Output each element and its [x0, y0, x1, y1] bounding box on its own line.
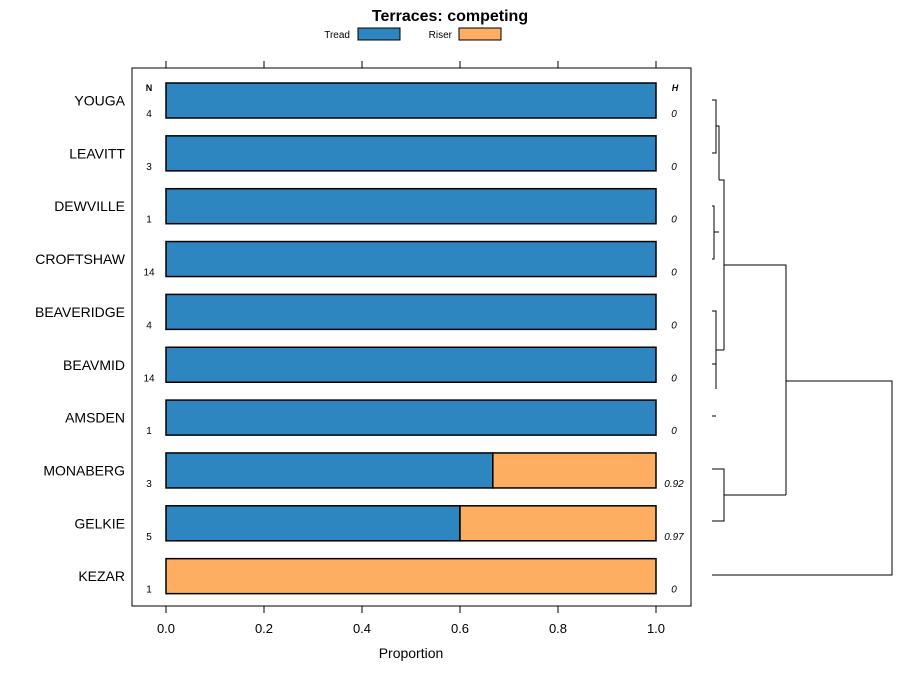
n-labels: 4 3 1 14 4 14 1 3 5 1	[143, 109, 155, 596]
legend-swatch-riser	[458, 27, 502, 41]
row-label: AMSDEN	[65, 410, 125, 426]
n-header: N	[146, 83, 153, 93]
legend-label-riser: Riser	[429, 30, 453, 41]
n-value: 5	[146, 532, 152, 543]
row-labels: YOUGA LEAVITT DEWVILLE CROFTSHAW BEAVERIDGE B…	[35, 93, 126, 585]
row-label: KEZAR	[78, 568, 125, 584]
dendrogram-branch	[712, 310, 717, 389]
n-value: 4	[146, 109, 152, 120]
legend: Tread Riser	[324, 27, 502, 41]
bar-segment-tread	[165, 187, 657, 225]
h-value: 0	[671, 426, 677, 437]
bar-segment-tread	[165, 135, 657, 172]
h-value: 0	[671, 109, 677, 120]
legend-label-tread: Tread	[324, 30, 350, 41]
dendrogram-branch	[719, 179, 725, 350]
h-value: 0	[671, 320, 677, 331]
bar-segment-tread	[165, 505, 461, 542]
n-value: 1	[146, 426, 152, 437]
bars	[165, 82, 657, 595]
bar-segment-tread	[165, 293, 657, 331]
bar-segment-tread	[165, 399, 657, 436]
x-axis-label: Proportion	[379, 645, 444, 661]
n-value: 14	[143, 373, 155, 384]
row-label: BEAVMID	[63, 357, 125, 373]
x-tick-label: 0.2	[255, 621, 273, 636]
dendrogram-branch	[716, 125, 720, 180]
h-labels: 0 0 0 0 0 0 0 0.92 0.97 0	[664, 109, 684, 596]
x-tick-label: 0.0	[157, 621, 175, 636]
h-value: 0	[671, 268, 677, 279]
row-label: CROFTSHAW	[35, 251, 125, 267]
chart-title: Terraces: competing	[372, 8, 528, 25]
row-label: MONABERG	[43, 462, 125, 478]
x-axis: 0.0 0.2 0.4 0.6 0.8 1.0	[157, 61, 665, 636]
h-value: 0	[671, 215, 677, 226]
row-label: LEAVITT	[69, 145, 125, 161]
bar-segment-tread	[165, 452, 494, 489]
x-tick-label: 0.4	[353, 621, 371, 636]
dendrogram-branch	[712, 99, 717, 154]
h-value: 0.97	[664, 532, 684, 543]
x-tick-label: 0.8	[549, 621, 567, 636]
h-header: H	[672, 83, 679, 93]
bar-segment-tread	[165, 82, 657, 119]
h-value: 0	[671, 373, 677, 384]
dendrogram-branch	[712, 380, 893, 576]
plot-frame	[131, 67, 692, 607]
row-label: BEAVERIDGE	[35, 304, 125, 320]
dendrogram	[712, 99, 893, 576]
row-label: YOUGA	[74, 93, 125, 109]
legend-swatch-tread	[357, 27, 401, 41]
n-value: 3	[146, 162, 152, 173]
h-value: 0.92	[664, 479, 684, 490]
n-value: 1	[146, 585, 152, 596]
x-tick-label: 0.6	[451, 621, 469, 636]
bar-segment-riser	[459, 505, 657, 542]
n-value: 4	[146, 320, 152, 331]
x-tick-label: 1.0	[647, 621, 665, 636]
h-value: 0	[671, 585, 677, 596]
bar-segment-riser	[492, 452, 657, 489]
bar-segment-riser	[165, 557, 657, 595]
bar-segment-tread	[165, 346, 657, 383]
n-value: 14	[143, 268, 155, 279]
n-value: 3	[146, 479, 152, 490]
h-value: 0	[671, 162, 677, 173]
row-label: DEWVILLE	[54, 198, 125, 214]
row-label: GELKIE	[74, 515, 125, 531]
dendrogram-branch	[724, 264, 787, 495]
dendrogram-branch	[712, 468, 725, 522]
n-value: 1	[146, 215, 152, 226]
dendrogram-branch	[712, 205, 715, 260]
bar-segment-tread	[165, 240, 657, 278]
